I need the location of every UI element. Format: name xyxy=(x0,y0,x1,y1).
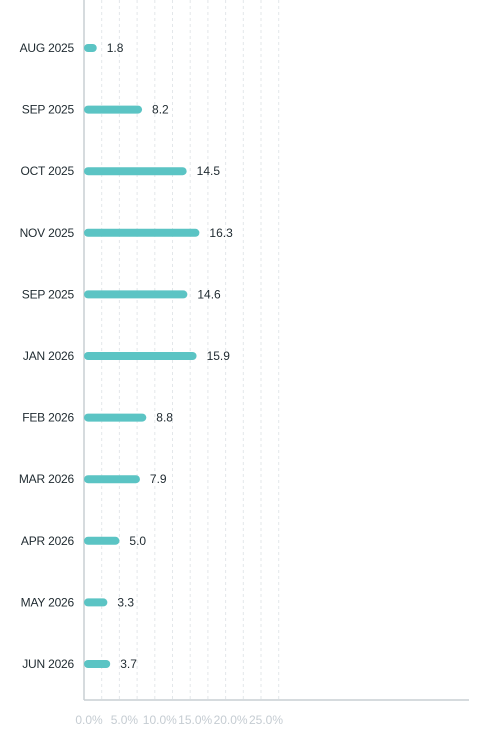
bar xyxy=(84,105,143,114)
x-tick-label: 10.0% xyxy=(143,713,177,727)
category-label: SEP 2025 xyxy=(22,103,75,117)
bar xyxy=(84,475,140,484)
x-tick-label: 0.0% xyxy=(75,713,103,727)
bar xyxy=(84,536,120,545)
category-label: JAN 2026 xyxy=(23,349,75,363)
category-label: JUN 2026 xyxy=(22,657,74,671)
x-tick-label: 5.0% xyxy=(111,713,139,727)
bar xyxy=(84,413,147,422)
category-label: MAR 2026 xyxy=(19,472,75,486)
bar xyxy=(84,44,97,52)
value-labels: 1.8 8.2 14.5 16.3 14.6 15.9 8.8 7.9 5.0 3.3 3.7 xyxy=(107,41,233,671)
category-label: SEP 2025 xyxy=(22,287,75,301)
x-tick-label: 15.0% xyxy=(178,713,212,727)
value-label: 7.9 xyxy=(150,472,167,486)
category-label: MAY 2026 xyxy=(21,595,75,609)
bar xyxy=(84,228,200,237)
x-tick-label: 25.0% xyxy=(249,713,283,727)
category-label: APR 2026 xyxy=(21,534,75,548)
grid-lines xyxy=(101,0,280,700)
category-labels: AUG 2025 SEP 2025 OCT 2025 NOV 2025 SEP 2025… xyxy=(19,41,75,671)
bar xyxy=(84,660,111,668)
category-label: NOV 2025 xyxy=(20,226,75,240)
bar xyxy=(84,167,187,176)
value-label: 5.0 xyxy=(129,534,146,548)
axes xyxy=(83,0,469,701)
bar xyxy=(84,598,108,607)
x-tick-labels: 0.0% 5.0% 10.0% 15.0% 20.0% 25.0% xyxy=(75,713,283,727)
value-label: 14.6 xyxy=(197,287,221,301)
category-label: OCT 2025 xyxy=(20,164,74,178)
value-label: 14.5 xyxy=(197,164,221,178)
value-label: 8.2 xyxy=(152,103,169,117)
value-label: 1.8 xyxy=(107,41,124,55)
bars xyxy=(84,44,200,668)
x-tick-label: 20.0% xyxy=(214,713,248,727)
value-label: 3.3 xyxy=(117,595,134,609)
bar xyxy=(84,290,188,299)
value-label: 8.8 xyxy=(156,411,173,425)
value-label: 15.9 xyxy=(207,349,231,363)
value-label: 16.3 xyxy=(209,226,233,240)
category-label: FEB 2026 xyxy=(22,411,74,425)
bar xyxy=(84,352,197,360)
category-label: AUG 2025 xyxy=(20,41,75,55)
value-label: 3.7 xyxy=(120,657,137,671)
